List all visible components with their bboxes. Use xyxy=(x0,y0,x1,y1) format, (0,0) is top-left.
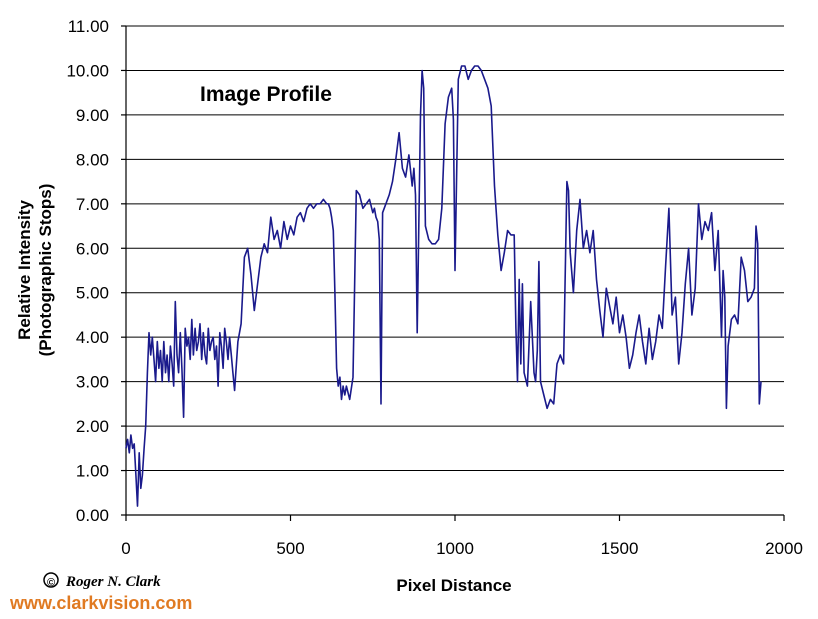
y-tick-label: 1.00 xyxy=(76,462,109,481)
y-tick-label: 2.00 xyxy=(76,417,109,436)
author-credit: Roger N. Clark xyxy=(65,574,161,590)
y-tick-label: 7.00 xyxy=(76,195,109,214)
y-tick-label: 10.00 xyxy=(66,61,109,80)
y-tick-label: 11.00 xyxy=(68,17,109,36)
y-tick-label: 4.00 xyxy=(76,328,109,347)
chart-title: Image Profile xyxy=(200,83,332,106)
y-tick-label: 3.00 xyxy=(76,373,109,392)
y-tick-label: 9.00 xyxy=(76,106,109,125)
y-tick-label: 6.00 xyxy=(76,239,109,258)
website-link[interactable]: www.clarkvision.com xyxy=(9,593,192,613)
x-axis-ticks xyxy=(125,515,785,521)
y-axis-ticks xyxy=(121,25,126,516)
x-tick-label: 500 xyxy=(276,539,304,558)
copyright-symbol: © xyxy=(47,577,55,589)
x-tick-label: 2000 xyxy=(765,539,803,558)
y-tick-label: 8.00 xyxy=(76,150,109,169)
x-axis-title: Pixel Distance xyxy=(396,576,511,595)
y-tick-labels: 0.00 1.00 2.00 3.00 4.00 5.00 6.00 7.00 8.00 9.00… xyxy=(66,17,109,525)
x-tick-labels: 0 500 1000 1500 2000 xyxy=(121,539,803,558)
y-tick-label: 0.00 xyxy=(76,506,109,525)
x-tick-label: 1000 xyxy=(436,539,474,558)
copyright-circle xyxy=(43,572,59,588)
x-tick-label: 0 xyxy=(121,539,130,558)
x-tick-label: 1500 xyxy=(601,539,639,558)
y-axis-title-line1: Relative Intensity xyxy=(15,200,34,340)
series-line xyxy=(125,65,762,507)
y-axis-title-line2: (Photographic Stops) xyxy=(36,184,55,357)
y-tick-label: 5.00 xyxy=(76,284,109,303)
